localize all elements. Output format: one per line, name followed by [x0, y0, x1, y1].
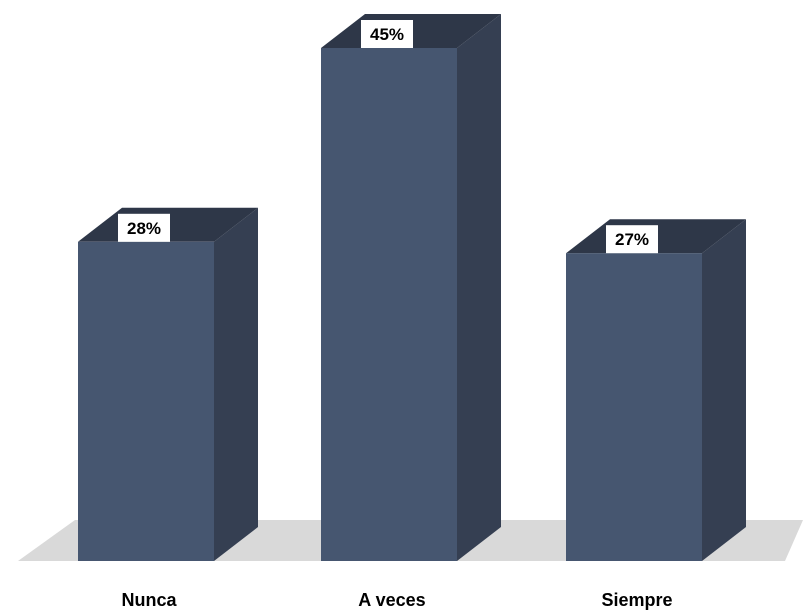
value-label-text: 27%: [615, 230, 649, 249]
bar-front-face: [321, 48, 457, 561]
value-label-box: [606, 225, 658, 254]
value-label-nunca: 28%: [118, 213, 170, 242]
category-label-siempre: Siempre: [601, 590, 672, 610]
bar-a-veces: [321, 14, 501, 561]
category-label-nunca: Nunca: [121, 590, 177, 610]
bar-siempre: [566, 219, 746, 561]
value-label-siempre: 27%: [606, 225, 658, 254]
value-label-box: [118, 213, 170, 242]
bar-side-face: [457, 14, 501, 561]
bars-group: [78, 14, 746, 562]
value-labels-group: 28% 45% 27%: [118, 20, 658, 254]
bar-nunca: [78, 207, 258, 562]
bar-front-face: [566, 253, 702, 561]
value-label-box: [361, 20, 413, 48]
bar-side-face: [214, 207, 258, 562]
bar-side-face: [702, 219, 746, 561]
bar-front-face: [78, 241, 214, 562]
value-label-text: 28%: [127, 219, 161, 238]
category-labels-group: Nunca A veces Siempre: [121, 590, 672, 610]
value-label-a-veces: 45%: [361, 20, 413, 48]
category-label-a-veces: A veces: [358, 590, 425, 610]
value-label-text: 45%: [370, 25, 404, 44]
